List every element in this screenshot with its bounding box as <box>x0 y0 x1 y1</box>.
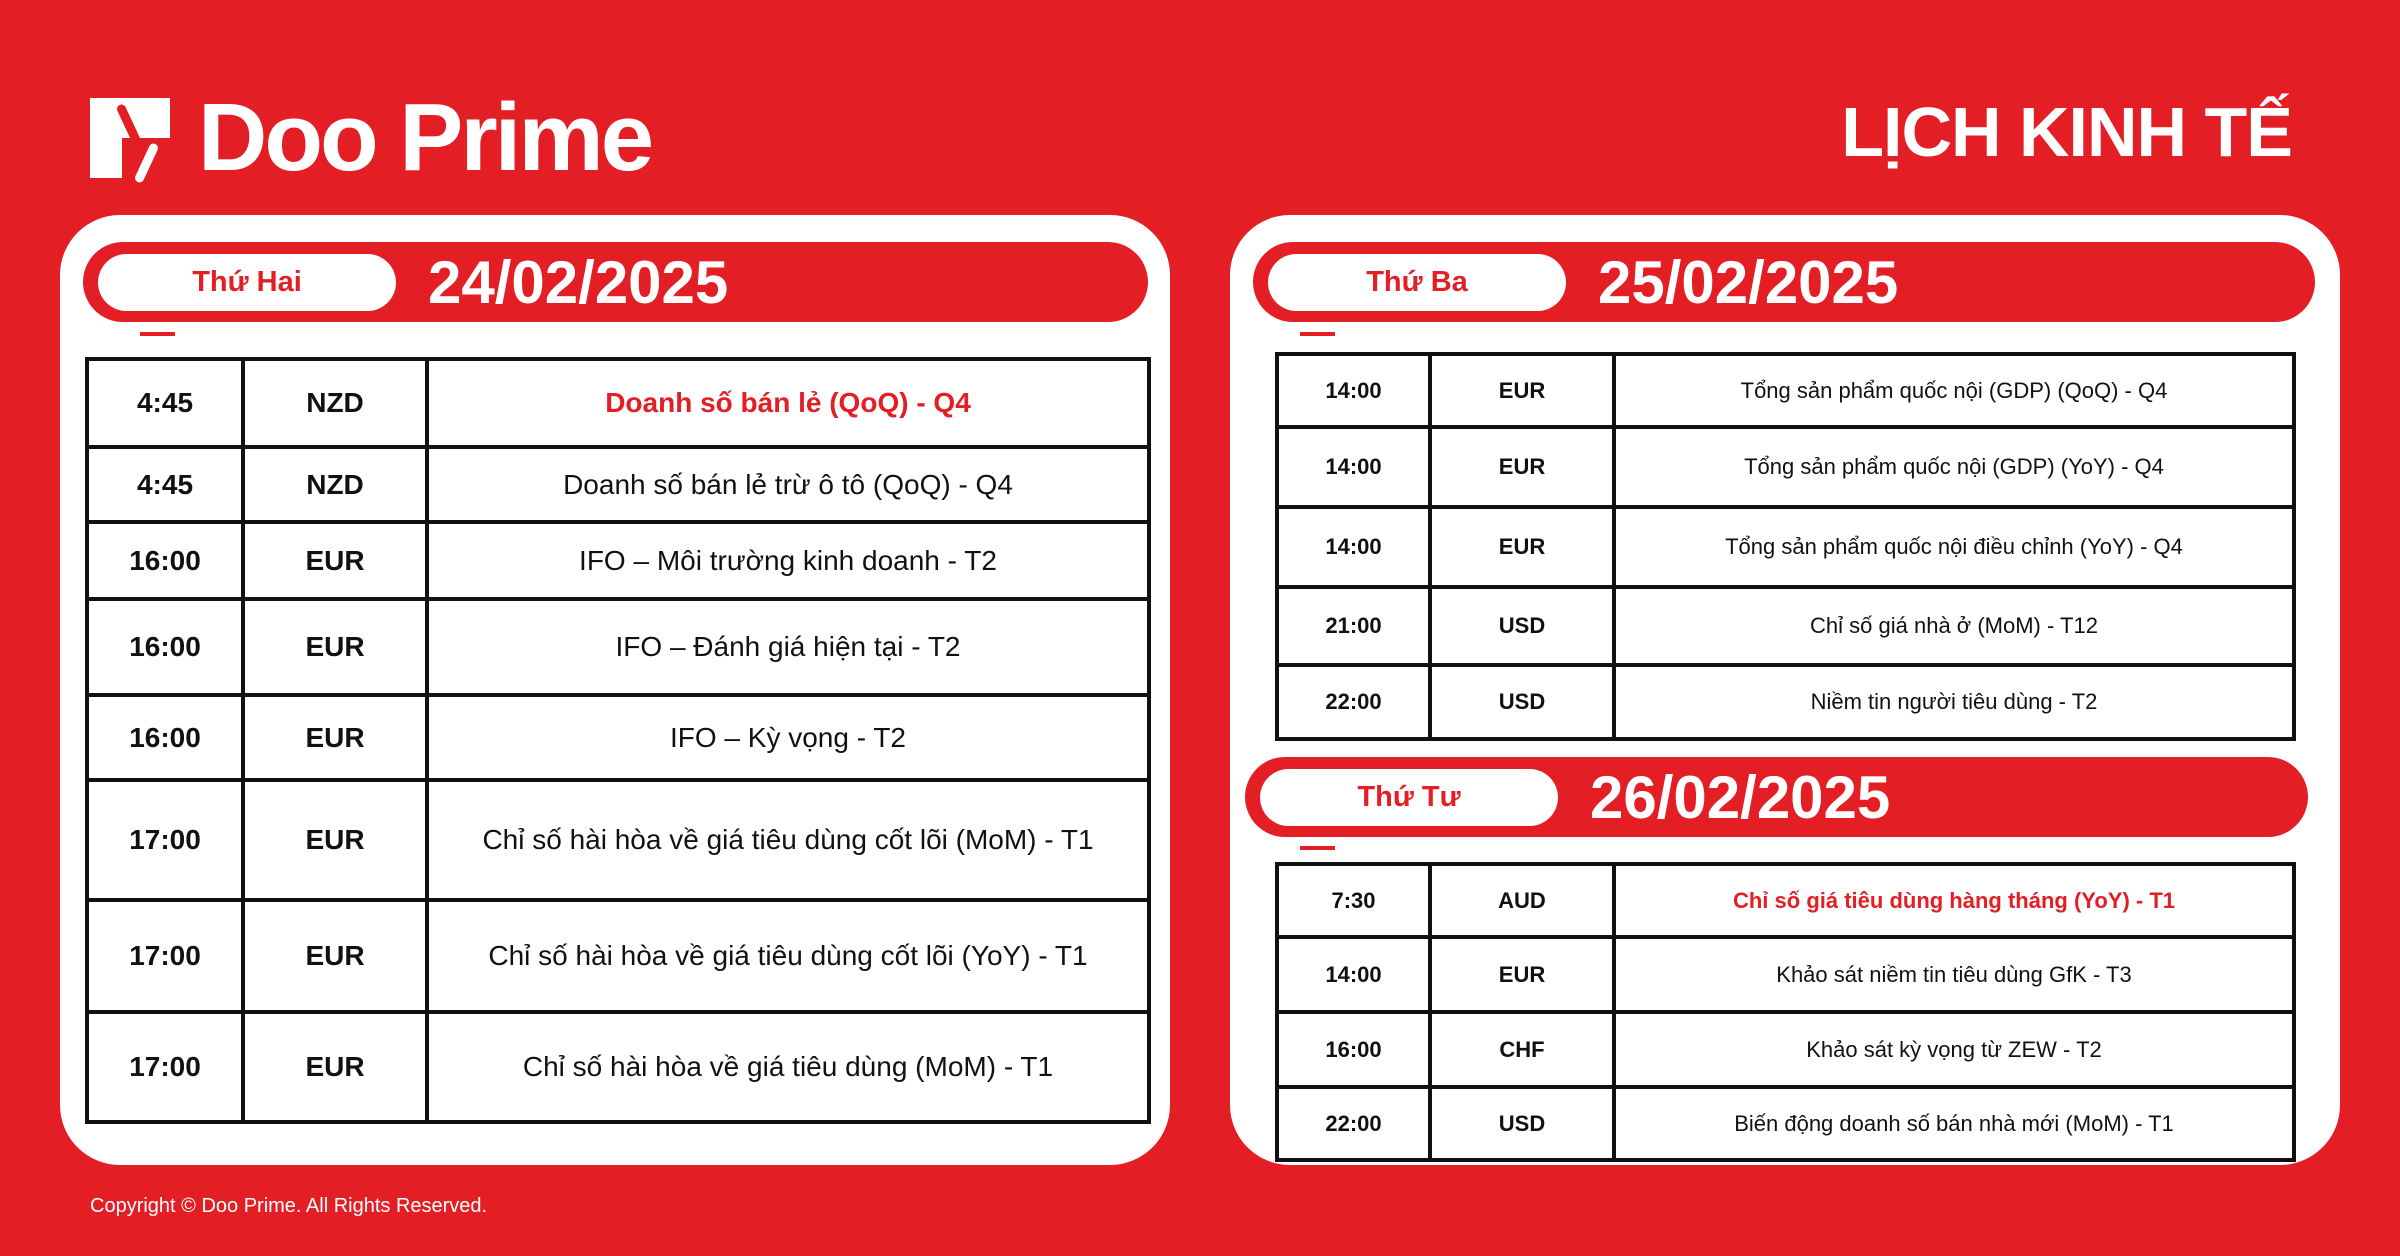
event-currency: EUR <box>241 1010 429 1124</box>
doo-prime-logo-icon <box>90 98 170 184</box>
event-time: 22:00 <box>1275 1085 1432 1162</box>
event-name: Biến động doanh số bán nhà mới (MoM) - T… <box>1612 1085 2296 1162</box>
event-time: 14:00 <box>1275 352 1432 429</box>
event-currency: CHF <box>1428 1010 1616 1089</box>
event-time: 7:30 <box>1275 862 1432 939</box>
day-label: Thứ Hai <box>98 253 396 311</box>
table-row: 7:30 AUD Chỉ số giá tiêu dùng hàng tháng (… <box>1275 862 2296 939</box>
day-date: 26/02/2025 <box>1590 763 1891 831</box>
event-name: IFO – Đánh giá hiện tại - T2 <box>425 597 1151 697</box>
event-name: Tổng sản phẩm quốc nội (GDP) (YoY) - Q4 <box>1612 425 2296 509</box>
table-row: 17:00 EUR Chỉ số hài hòa về giá tiêu dùng … <box>85 1010 1151 1124</box>
table-row: 16:00 EUR IFO – Môi trường kinh doanh - T2 <box>85 520 1151 601</box>
day-date: 24/02/2025 <box>428 248 729 316</box>
event-name: Doanh số bán lẻ trừ ô tô (QoQ) - Q4 <box>425 445 1151 524</box>
day-label: Thứ Ba <box>1268 253 1566 311</box>
event-time: 17:00 <box>85 898 245 1014</box>
event-currency: EUR <box>241 778 429 902</box>
divider <box>1300 846 1335 850</box>
table-row: 21:00 USD Chỉ số giá nhà ở (MoM) - T12 <box>1275 585 2296 667</box>
table-row: 17:00 EUR Chỉ số hài hòa về giá tiêu dùng … <box>85 778 1151 902</box>
event-currency: AUD <box>1428 862 1616 939</box>
event-currency: EUR <box>241 693 429 782</box>
page-title: LỊCH KINH TẾ <box>1841 93 2293 171</box>
event-time: 16:00 <box>85 597 245 697</box>
table-row: 17:00 EUR Chỉ số hài hòa về giá tiêu dùng … <box>85 898 1151 1014</box>
day-date: 25/02/2025 <box>1598 248 1899 316</box>
event-name: Khảo sát niềm tin tiêu dùng GfK - T3 <box>1612 935 2296 1014</box>
copyright: Copyright © Doo Prime. All Rights Reserv… <box>90 1195 488 1217</box>
events-table: 14:00 EUR Tổng sản phẩm quốc nội (GDP) (Qo… <box>1275 352 2296 741</box>
event-time: 14:00 <box>1275 935 1432 1014</box>
table-row: 14:00 EUR Tổng sản phẩm quốc nội điều chỉn… <box>1275 505 2296 589</box>
brand-logo: Doo Prime <box>90 84 654 191</box>
event-name: Chỉ số giá tiêu dùng hàng tháng (YoY) - … <box>1612 862 2296 939</box>
event-time: 4:45 <box>85 357 245 449</box>
day-header: Thứ Hai 24/02/2025 <box>83 242 1148 322</box>
table-row: 16:00 EUR IFO – Kỳ vọng - T2 <box>85 693 1151 782</box>
event-time: 17:00 <box>85 1010 245 1124</box>
table-row: 14:00 EUR Khảo sát niềm tin tiêu dùng GfK … <box>1275 935 2296 1014</box>
monday-card: Thứ Hai 24/02/2025 4:45 NZD Doanh số bán l… <box>60 215 1170 1165</box>
table-row: 4:45 NZD Doanh số bán lẻ (QoQ) - Q4 <box>85 357 1151 449</box>
event-name: Tổng sản phẩm quốc nội điều chỉnh (YoY) … <box>1612 505 2296 589</box>
event-currency: EUR <box>1428 425 1616 509</box>
event-currency: EUR <box>1428 935 1616 1014</box>
event-time: 14:00 <box>1275 505 1432 589</box>
event-currency: EUR <box>241 520 429 601</box>
event-currency: USD <box>1428 585 1616 667</box>
table-row: 14:00 EUR Tổng sản phẩm quốc nội (GDP) (Yo… <box>1275 425 2296 509</box>
event-currency: USD <box>1428 1085 1616 1162</box>
event-name: Tổng sản phẩm quốc nội (GDP) (QoQ) - Q4 <box>1612 352 2296 429</box>
event-name: Doanh số bán lẻ (QoQ) - Q4 <box>425 357 1151 449</box>
event-time: 21:00 <box>1275 585 1432 667</box>
table-row: 22:00 USD Biến động doanh số bán nhà mới (… <box>1275 1085 2296 1162</box>
event-currency: EUR <box>241 597 429 697</box>
event-time: 16:00 <box>85 520 245 601</box>
table-row: 22:00 USD Niềm tin người tiêu dùng - T2 <box>1275 663 2296 741</box>
divider <box>1300 332 1335 336</box>
event-time: 14:00 <box>1275 425 1432 509</box>
tue-wed-card: Thứ Ba 25/02/2025 14:00 EUR Tổng sản phẩm … <box>1230 215 2340 1165</box>
events-table: 4:45 NZD Doanh số bán lẻ (QoQ) - Q4 4:45 NZD… <box>85 357 1151 1124</box>
event-time: 4:45 <box>85 445 245 524</box>
event-time: 16:00 <box>85 693 245 782</box>
event-currency: EUR <box>1428 352 1616 429</box>
event-currency: NZD <box>241 357 429 449</box>
day-header: Thứ Tư 26/02/2025 <box>1245 757 2308 837</box>
event-name: Chỉ số hài hòa về giá tiêu dùng cốt lõi … <box>425 778 1151 902</box>
event-time: 16:00 <box>1275 1010 1432 1089</box>
table-row: 14:00 EUR Tổng sản phẩm quốc nội (GDP) (Qo… <box>1275 352 2296 429</box>
event-name: Chỉ số giá nhà ở (MoM) - T12 <box>1612 585 2296 667</box>
event-currency: EUR <box>241 898 429 1014</box>
event-time: 22:00 <box>1275 663 1432 741</box>
day-header: Thứ Ba 25/02/2025 <box>1253 242 2315 322</box>
table-row: 16:00 CHF Khảo sát kỳ vọng từ ZEW - T2 <box>1275 1010 2296 1089</box>
divider <box>140 332 175 336</box>
events-table: 7:30 AUD Chỉ số giá tiêu dùng hàng tháng (… <box>1275 862 2296 1162</box>
table-row: 16:00 EUR IFO – Đánh giá hiện tại - T2 <box>85 597 1151 697</box>
event-currency: EUR <box>1428 505 1616 589</box>
event-time: 17:00 <box>85 778 245 902</box>
event-name: IFO – Môi trường kinh doanh - T2 <box>425 520 1151 601</box>
event-name: Chỉ số hài hòa về giá tiêu dùng cốt lõi … <box>425 898 1151 1014</box>
event-name: IFO – Kỳ vọng - T2 <box>425 693 1151 782</box>
event-currency: NZD <box>241 445 429 524</box>
day-label: Thứ Tư <box>1260 768 1558 826</box>
event-name: Niềm tin người tiêu dùng - T2 <box>1612 663 2296 741</box>
event-currency: USD <box>1428 663 1616 741</box>
event-name: Chỉ số hài hòa về giá tiêu dùng (MoM) - … <box>425 1010 1151 1124</box>
brand-name: Doo Prime <box>198 84 654 191</box>
event-name: Khảo sát kỳ vọng từ ZEW - T2 <box>1612 1010 2296 1089</box>
table-row: 4:45 NZD Doanh số bán lẻ trừ ô tô (QoQ) - … <box>85 445 1151 524</box>
